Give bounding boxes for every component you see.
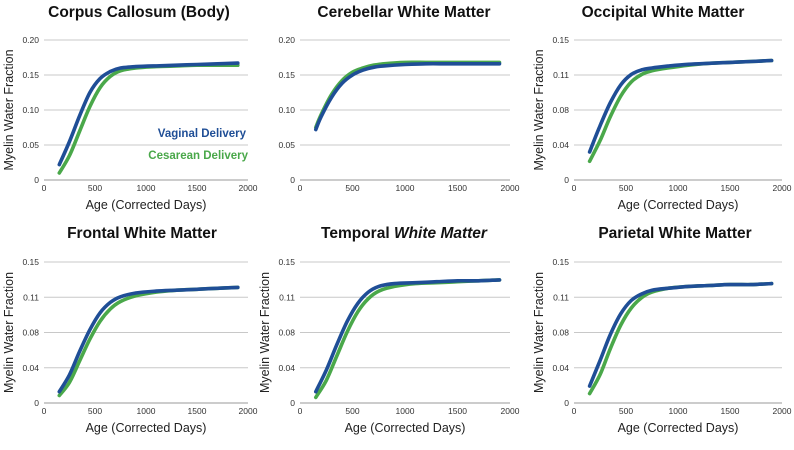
y-tick-label: 0.04	[552, 363, 569, 373]
chart-panel-5: Temporal White Matter 0 0.04 0.08 0.11 0.15 0 5…	[258, 225, 520, 435]
y-tick-label: 0.11	[23, 292, 39, 302]
x-tick-label: 1000	[396, 406, 415, 416]
y-axis-label: Myelin Water Fraction	[532, 272, 546, 393]
y-tick-label: 0.08	[552, 328, 569, 338]
y-tick-label: 0.11	[279, 292, 295, 302]
series-line-vaginal	[57, 61, 240, 167]
y-tick-label: 0.04	[22, 363, 39, 373]
chart-panel-3: Occipital White Matter 0 0.04 0.08 0.11 0.15 0…	[532, 4, 792, 212]
chart-title-part: Temporal	[321, 225, 394, 242]
x-tick-label: 2000	[773, 406, 792, 416]
y-tick-label: 0.05	[22, 140, 39, 150]
y-tick-label: 0.11	[553, 292, 569, 302]
y-tick-label: 0.15	[278, 70, 295, 80]
series-line-vaginal	[314, 61, 502, 132]
x-tick-label: 500	[619, 406, 633, 416]
y-axis-label: Myelin Water Fraction	[532, 49, 546, 170]
chart-title-italic-part: White Matter	[394, 225, 488, 242]
x-tick-label: 1000	[669, 406, 688, 416]
series-line-cesarean	[587, 58, 774, 164]
y-tick-label: 0.05	[278, 140, 295, 150]
x-tick-label: 500	[619, 183, 633, 193]
x-tick-label: 0	[298, 183, 303, 193]
y-tick-label: 0	[564, 398, 569, 408]
chart-panel-1: Corpus Callosum (Body) 0 0.05 0.10 0.15 0.20 0…	[2, 4, 258, 212]
y-tick-label: 0.15	[552, 257, 569, 267]
y-axis-label: Myelin Water Fraction	[2, 49, 16, 170]
x-tick-label: 1500	[188, 406, 207, 416]
y-tick-label: 0.15	[22, 70, 39, 80]
x-axis-label: Age (Corrected Days)	[618, 198, 739, 212]
y-tick-label: 0.08	[278, 328, 295, 338]
x-axis-label: Age (Corrected Days)	[86, 198, 207, 212]
chart-panel-4: Frontal White Matter 0 0.04 0.08 0.11 0.15 0 50…	[2, 225, 258, 435]
x-tick-label: 0	[298, 406, 303, 416]
chart-title: Temporal White Matter	[321, 225, 488, 242]
series-line-vaginal	[57, 285, 240, 394]
x-tick-label: 0	[42, 183, 47, 193]
x-tick-label: 500	[88, 406, 102, 416]
y-tick-label: 0	[290, 175, 295, 185]
x-tick-label: 500	[88, 183, 102, 193]
x-tick-label: 0	[572, 406, 577, 416]
chart-title: Corpus Callosum (Body)	[48, 4, 230, 21]
x-tick-label: 1500	[448, 183, 467, 193]
y-tick-label: 0.08	[552, 105, 569, 115]
legend-vaginal: Vaginal Delivery	[158, 128, 247, 140]
y-tick-label: 0.15	[22, 257, 39, 267]
chart-title: Occipital White Matter	[582, 4, 745, 21]
x-tick-label: 1000	[669, 183, 688, 193]
y-tick-label: 0	[34, 398, 39, 408]
x-tick-label: 2000	[501, 183, 520, 193]
y-tick-label: 0.15	[278, 257, 295, 267]
x-tick-label: 0	[42, 406, 47, 416]
y-tick-label: 0	[290, 398, 295, 408]
y-tick-label: 0.20	[22, 35, 39, 45]
y-tick-label: 0.08	[22, 328, 39, 338]
x-tick-label: 1000	[137, 183, 156, 193]
x-tick-label: 2000	[773, 183, 792, 193]
x-tick-label: 2000	[239, 183, 258, 193]
y-tick-label: 0.20	[278, 35, 295, 45]
x-tick-label: 1000	[137, 406, 156, 416]
x-tick-label: 1500	[448, 406, 467, 416]
y-tick-label: 0.04	[552, 140, 569, 150]
legend-cesarean: Cesarean Delivery	[148, 150, 248, 162]
x-axis-label: Age (Corrected Days)	[86, 421, 207, 435]
y-tick-label: 0.15	[552, 35, 569, 45]
y-axis-label: Myelin Water Fraction	[2, 272, 16, 393]
y-tick-label: 0	[34, 175, 39, 185]
y-tick-label: 0	[564, 175, 569, 185]
series-line-vaginal	[587, 281, 774, 388]
x-tick-label: 500	[345, 183, 359, 193]
x-tick-label: 1000	[396, 183, 415, 193]
x-tick-label: 1500	[721, 183, 740, 193]
x-tick-label: 2000	[501, 406, 520, 416]
chart-title: Cerebellar White Matter	[317, 4, 490, 21]
x-tick-label: 0	[572, 183, 577, 193]
x-axis-label: Age (Corrected Days)	[618, 421, 739, 435]
y-tick-label: 0.10	[278, 105, 295, 115]
x-axis-label: Age (Corrected Days)	[345, 421, 466, 435]
y-tick-label: 0.04	[278, 363, 295, 373]
chart-panel-2: Cerebellar White Matter 0 0.05 0.10 0.15 0.20…	[278, 4, 519, 193]
chart-title: Parietal White Matter	[598, 225, 751, 242]
chart-panel-6: Parietal White Matter 0 0.04 0.08 0.11 0.15 0 5…	[532, 225, 792, 435]
x-tick-label: 2000	[239, 406, 258, 416]
series-line-cesarean	[314, 60, 502, 130]
x-tick-label: 500	[345, 406, 359, 416]
y-tick-label: 0.11	[553, 70, 569, 80]
series-line-cesarean	[587, 281, 774, 396]
y-axis-label: Myelin Water Fraction	[258, 272, 272, 393]
series-line-vaginal	[587, 58, 774, 154]
chart-title: Frontal White Matter	[67, 225, 217, 242]
series-line-vaginal	[314, 278, 502, 394]
x-tick-label: 1500	[721, 406, 740, 416]
y-tick-label: 0.10	[22, 105, 39, 115]
x-tick-label: 1500	[188, 183, 207, 193]
